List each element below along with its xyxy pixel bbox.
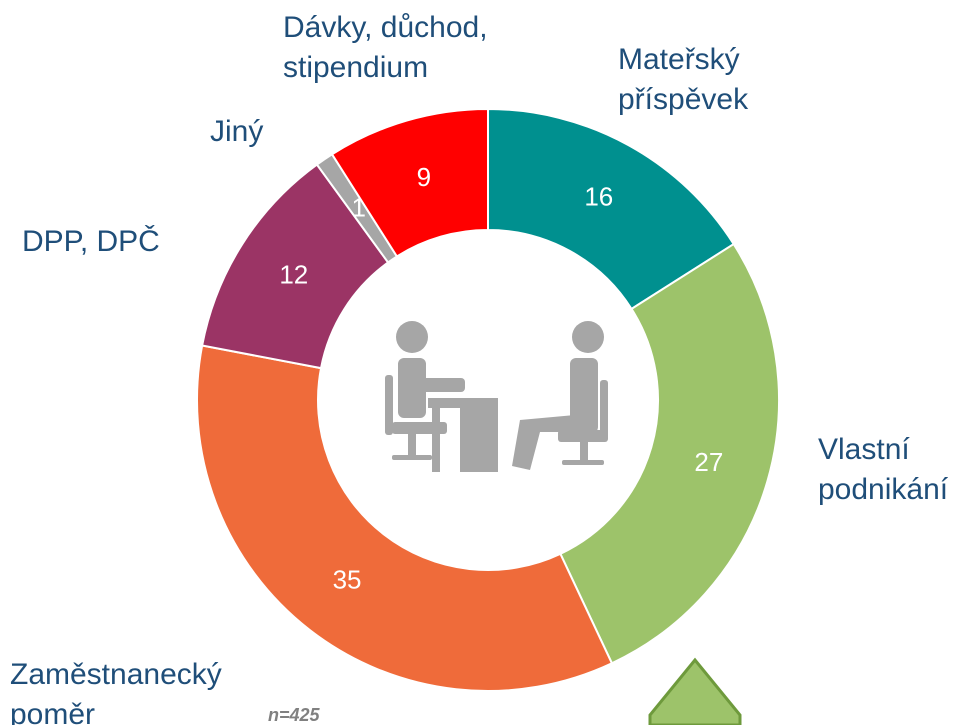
center-icon <box>385 321 608 472</box>
slice <box>559 242 780 665</box>
value-label: 16 <box>584 181 613 211</box>
slice <box>196 344 614 692</box>
category-label: Mateřský příspěvek <box>618 43 749 116</box>
slice <box>487 107 736 311</box>
category-label: Dávky, důchod, stipendium <box>283 11 488 84</box>
slices <box>196 107 780 692</box>
category-label: Jiný <box>210 115 264 148</box>
decor-arrow <box>648 657 742 725</box>
category-label: DPP, DPČ <box>22 225 160 258</box>
value-label: 9 <box>417 162 431 192</box>
category-label: Vlastní podnikání <box>818 433 949 506</box>
value-label: 27 <box>694 447 723 477</box>
category-label: Zaměstnanecký poměr <box>10 658 222 725</box>
sample-note: n=425 <box>268 705 320 725</box>
value-label: 35 <box>333 565 362 595</box>
value-label: 12 <box>279 260 308 290</box>
slice <box>330 107 489 258</box>
value-label: 1 <box>351 193 365 223</box>
